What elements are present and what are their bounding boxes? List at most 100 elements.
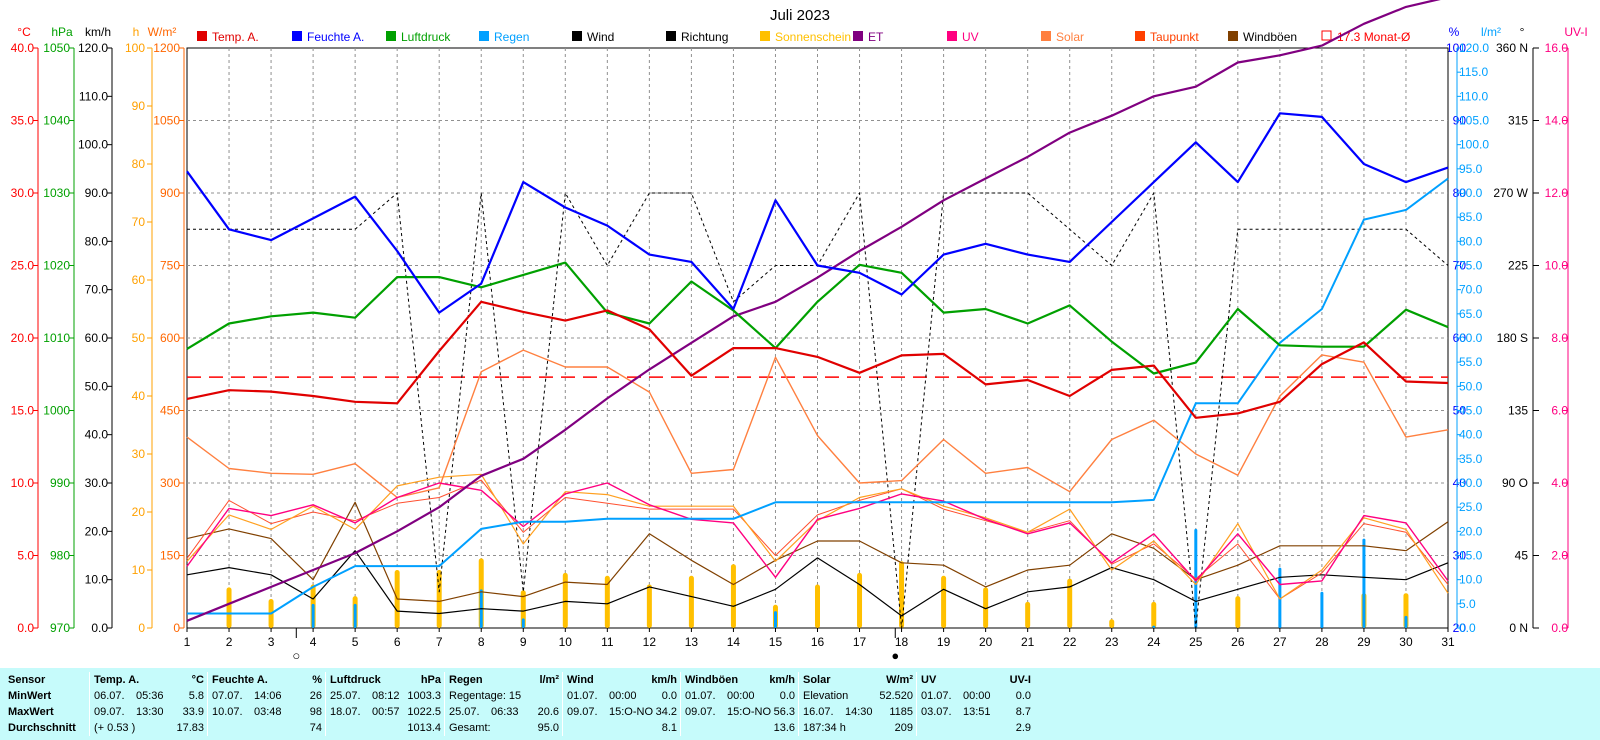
x-axis-tick-label: 2 [226, 635, 233, 649]
stats-unit: km/h [651, 674, 677, 686]
stats-row-value: 1003.3 [407, 690, 441, 702]
x-axis-day-ticks: 1 2 3 4 5 6 7 8 9 10 11 12 13 14 15 16 17 18 19 20 21 22 23 24 2… [184, 628, 1455, 660]
stats-unit: UV-I [1009, 674, 1031, 686]
temp-axis-tick-label: 40.0 [11, 41, 35, 55]
stats-row-label: MaxWert [8, 706, 54, 718]
stats-row: 18.07. 00:57 1022.5 [330, 704, 441, 720]
press-axis-tick-label: 1020 [43, 259, 70, 273]
stats-header-row: Temp. A. °C [94, 672, 204, 688]
stats-row: 07.07. 14:06 26 [212, 688, 322, 704]
stats-row-label: (+ 0.53 ) [94, 722, 136, 734]
rain-axis-unit: l/m² [1481, 25, 1501, 39]
dir-axis-tick-label: 360 N [1496, 41, 1528, 55]
rain-axis-tick-label: 55.0 [1459, 355, 1483, 369]
legend-swatch [292, 31, 302, 41]
x-axis-tick-label: 16 [811, 635, 825, 649]
stats-header: Sensor [8, 674, 46, 686]
stats-row-value: 8.1 [661, 722, 677, 734]
x-axis-tick-label: 22 [1063, 635, 1077, 649]
wind-axis-tick-label: 0.0 [91, 621, 108, 635]
x-axis-tick-label: 12 [643, 635, 657, 649]
x-axis-tick-label: 9 [520, 635, 527, 649]
wind-axis-tick-label: 100.0 [78, 138, 108, 152]
solar-axis-tick-label: 1050 [153, 114, 180, 128]
bar-sonnenschein [520, 590, 526, 628]
sun-axis-tick-label: 100 [125, 41, 145, 55]
press-axis-tick-label: 1010 [43, 331, 70, 345]
rain-axis-tick-label: 60.0 [1459, 331, 1483, 345]
rain-axis-tick-label: 105.0 [1459, 114, 1489, 128]
stats-row: 8.1 [567, 720, 677, 736]
stats-row-label: 01.07. [921, 690, 952, 702]
wind-axis-tick-label: 50.0 [85, 379, 109, 393]
uv-axis-tick-label: 8.0 [1551, 331, 1568, 345]
stats-unit: km/h [769, 674, 795, 686]
legend-swatch [572, 31, 582, 41]
stats-row-value: 34.2 [655, 706, 677, 718]
uv-axis-unit: UV-I [1564, 25, 1587, 39]
x-axis-tick-label: 3 [268, 635, 275, 649]
uv-axis-tick-label: 12.0 [1545, 186, 1569, 200]
sun-axis-tick-label: 90 [132, 99, 146, 113]
legend-swatch [479, 31, 489, 41]
stats-header-row: Sensor [8, 672, 90, 688]
legend-label: Taupunkt [1150, 30, 1199, 44]
stats-row-label: MinWert [8, 690, 52, 702]
stats-row: 09.07. 15:O-NO 34.2 [567, 704, 677, 720]
stats-row: 06.07. 05:36 5.8 [94, 688, 204, 704]
wind-axis-tick-label: 40.0 [85, 428, 109, 442]
dir-axis-tick-label: 0 N [1509, 621, 1528, 635]
data-lines [186, 0, 1449, 629]
stats-row-label: 01.07. [567, 690, 598, 702]
hum-axis-tick-label: 100 [1446, 41, 1466, 55]
stats-header-row: Solar W/m² [803, 672, 913, 688]
stats-row-time: 15:O-NO [609, 706, 654, 718]
solar-axis-tick-label: 900 [160, 186, 180, 200]
rain-axis-tick-label: 115.0 [1459, 65, 1488, 79]
legend-label: Wind [587, 30, 614, 44]
stats-row-time: 00:57 [372, 706, 400, 718]
x-axis-tick-label: 25 [1189, 635, 1203, 649]
x-axis-tick-label: 27 [1273, 635, 1287, 649]
chart-title: Juli 2023 [770, 7, 830, 24]
rain-axis-tick-label: 45.0 [1459, 404, 1483, 418]
stats-row: 187:34 h 209 [803, 720, 913, 736]
stats-header: Solar [803, 674, 831, 686]
stats-row-time: 08:12 [372, 690, 400, 702]
stats-row-label: 09.07. [685, 706, 716, 718]
stats-row-label: Elevation [803, 690, 849, 702]
sun-axis-tick-label: 70 [132, 215, 146, 229]
x-axis-tick-label: 29 [1357, 635, 1371, 649]
x-axis-tick-label: 5 [352, 635, 359, 649]
series-line-windböen [186, 501, 1449, 603]
plot-grid [187, 48, 1448, 628]
stats-unit: % [312, 674, 322, 686]
stats-column: Regen l/m² Regentage: 15 25.07. 06:33 20.6 Ges… [449, 672, 559, 736]
stats-row: 1013.4 [330, 720, 441, 736]
temp-axis-tick-label: 0.0 [17, 621, 34, 635]
stats-row-label: 10.07. [212, 706, 243, 718]
stats-row-value: 17.83 [176, 722, 204, 734]
sun-axis-tick-label: 80 [132, 157, 146, 171]
statistics-panel: Sensor MinWert MaxWert Durchschnitt Temp. A.… [0, 668, 1600, 740]
stats-row-time: 06:33 [491, 706, 519, 718]
series-line-sonnenschein [186, 473, 1449, 600]
rain-axis-tick-label: 40.0 [1459, 428, 1483, 442]
stats-row-value: 33.9 [182, 706, 204, 718]
stats-row-value: 74 [309, 722, 322, 734]
bar-regen [1362, 538, 1366, 628]
x-axis-tick-label: 21 [1021, 635, 1035, 649]
stats-unit: °C [191, 674, 204, 686]
full-moon-icon: ○ [292, 648, 300, 660]
stats-column-separator [562, 672, 563, 736]
bar-regen [1404, 615, 1408, 628]
legend-label: Solar [1056, 30, 1084, 44]
solar-axis-tick-label: 600 [160, 331, 180, 345]
stats-row-value: 209 [894, 722, 913, 734]
legend-swatch [666, 31, 676, 41]
stats-row-label: 187:34 h [803, 722, 846, 734]
uv-axis-tick-label: 2.0 [1551, 549, 1568, 563]
wind-axis-tick-label: 20.0 [85, 524, 109, 538]
temp-axis-unit: °C [17, 25, 31, 39]
stats-row-label: 09.07. [94, 706, 125, 718]
